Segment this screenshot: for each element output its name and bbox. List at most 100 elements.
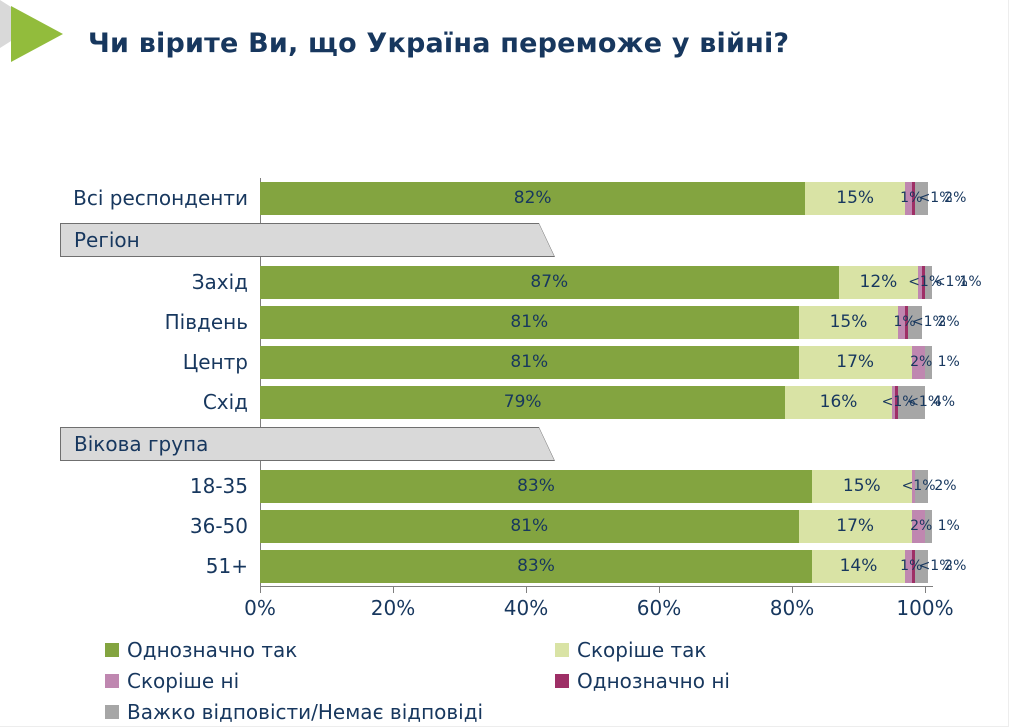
bar-segment-5: [925, 265, 932, 299]
category-label: Захід: [191, 270, 248, 294]
bar-value-label: 81%: [510, 311, 549, 332]
bar-value-label-small: <1%: [933, 273, 968, 290]
bar-value-label: 87%: [530, 271, 569, 292]
axis-tick: [260, 587, 261, 593]
legend: Однозначно так Скоріше так Скоріше ні Одноз…: [105, 638, 730, 724]
bar-value-label-small: 1%: [937, 517, 960, 534]
chart-rows: Всі респонденти 82% 15% 1% <1% 2% Регіон Захід 8…: [60, 178, 990, 586]
bar-value-label: 81%: [510, 351, 549, 372]
bar-value-label-small: <1%: [918, 557, 953, 574]
stacked-bar: 87% 12% <1% <1% 1%: [260, 265, 982, 299]
bar-segment-3: [891, 385, 896, 419]
legend-label: Скоріше так: [577, 638, 707, 662]
bar-segment-2: [811, 549, 906, 583]
bar-segment-3: [898, 305, 906, 339]
bar-segment-2: [798, 305, 899, 339]
bar-value-label-small: 2%: [934, 477, 957, 494]
category-label: 18-35: [189, 474, 248, 498]
group-row: Регіон: [60, 218, 990, 262]
bar-segment-3: [905, 181, 912, 215]
bar-segment-5: [925, 509, 932, 543]
legend-item: Однозначно так: [105, 638, 555, 662]
bar-segment-4: [895, 385, 899, 419]
bar-value-label-small: <1%: [881, 393, 916, 410]
chart-row: 36-50 81% 17% 2% 1%: [60, 506, 990, 546]
axis-tick-label: 40%: [503, 596, 549, 620]
bar-segment-5: [908, 305, 922, 339]
page-title: Чи вірите Ви, що Україна переможе у війн…: [88, 28, 790, 59]
bar-value-label: 15%: [842, 475, 881, 496]
stacked-bar: 83% 14% 1% <1% 2%: [260, 549, 966, 583]
bar-value-label-small: <1%: [911, 313, 946, 330]
axis-tick: [393, 587, 394, 593]
axis-tick: [925, 587, 926, 593]
axis-tick-label: 20%: [370, 596, 416, 620]
bar-segment-3: [905, 549, 912, 583]
bar-segment-4: [921, 265, 925, 299]
x-axis: 0% 20% 40% 60% 80% 100%: [244, 586, 954, 626]
bar-segment-5: [898, 385, 925, 419]
legend-item: Скоріше так: [555, 638, 730, 662]
bar-value-label-small: 1%: [893, 313, 916, 330]
legend-swatch: [105, 674, 119, 688]
stacked-bar: 79% 16% <1% <1% 4%: [260, 385, 955, 419]
chart-row: Центр 81% 17% 2% 1%: [60, 342, 990, 382]
bar-value-label: 81%: [510, 515, 549, 536]
stacked-bar: 83% 15% <1% 2%: [260, 469, 957, 503]
category-label: Центр: [182, 350, 248, 374]
bar-value-label-small: <1%: [907, 393, 942, 410]
bar-value-label-small: 2%: [944, 189, 967, 206]
bar-value-label: 79%: [503, 391, 542, 412]
bar-segment-3: [918, 265, 922, 299]
bar-value-label: 17%: [836, 351, 875, 372]
bar-value-label: 14%: [839, 555, 878, 576]
category-label: Всі респонденти: [73, 186, 248, 210]
category-label: 51+: [205, 554, 248, 578]
axis-tick: [526, 587, 527, 593]
bar-value-label-small: 2%: [937, 313, 960, 330]
chart-row: 51+ 83% 14% 1% <1% 2%: [60, 546, 990, 586]
legend-item: Скоріше ні: [105, 669, 555, 693]
stacked-bar: 81% 17% 2% 1%: [260, 345, 960, 379]
chart-row: Захід 87% 12% <1% <1% 1%: [60, 262, 990, 302]
axis-tick-label: 80%: [769, 596, 815, 620]
arrow-icon: [11, 6, 63, 62]
chart-row: 18-35 83% 15% <1% 2%: [60, 466, 990, 506]
y-axis-line: [260, 178, 261, 586]
bar-value-label: 83%: [517, 555, 555, 576]
legend-swatch: [555, 643, 569, 657]
bar-segment-2: [798, 509, 912, 543]
legend-swatch: [105, 705, 119, 719]
bar-segment-2: [785, 385, 892, 419]
bar-value-label-small: 1%: [937, 353, 960, 370]
category-label: Південь: [164, 310, 248, 334]
bar-segment-1: [260, 345, 799, 379]
bar-segment-1: [260, 305, 799, 339]
bar-value-label: 17%: [836, 515, 875, 536]
axis-tick-label: 100%: [896, 596, 954, 620]
bar-segment-1: [260, 181, 806, 215]
legend-label: Однозначно так: [127, 638, 298, 662]
group-header-box: Регіон: [60, 223, 555, 257]
bar-segment-1: [260, 265, 839, 299]
bar-value-label-small: 4%: [932, 393, 956, 410]
category-label: 36-50: [189, 514, 248, 538]
legend-item: Однозначно ні: [555, 669, 730, 693]
axis-tick-label: 60%: [636, 596, 682, 620]
stacked-bar: 81% 15% 1% <1% 2%: [260, 305, 960, 339]
bar-segment-4: [911, 549, 915, 583]
bar-value-label-small: 2%: [910, 353, 933, 370]
legend-label: Скоріше ні: [127, 669, 240, 693]
bar-value-label-small: 1%: [900, 557, 923, 574]
bar-segment-4: [905, 305, 909, 339]
bar-value-label: 12%: [859, 271, 898, 292]
stacked-bar: 81% 17% 2% 1%: [260, 509, 960, 543]
bar-value-label: 16%: [819, 391, 858, 412]
group-header-box: Вікова група: [60, 427, 555, 461]
bar-value-label-small: 2%: [910, 517, 933, 534]
bar-segment-3: [911, 469, 915, 503]
category-label: Схід: [202, 390, 248, 414]
bar-value-label-small: <1%: [908, 273, 943, 290]
bar-segment-4: [911, 181, 915, 215]
